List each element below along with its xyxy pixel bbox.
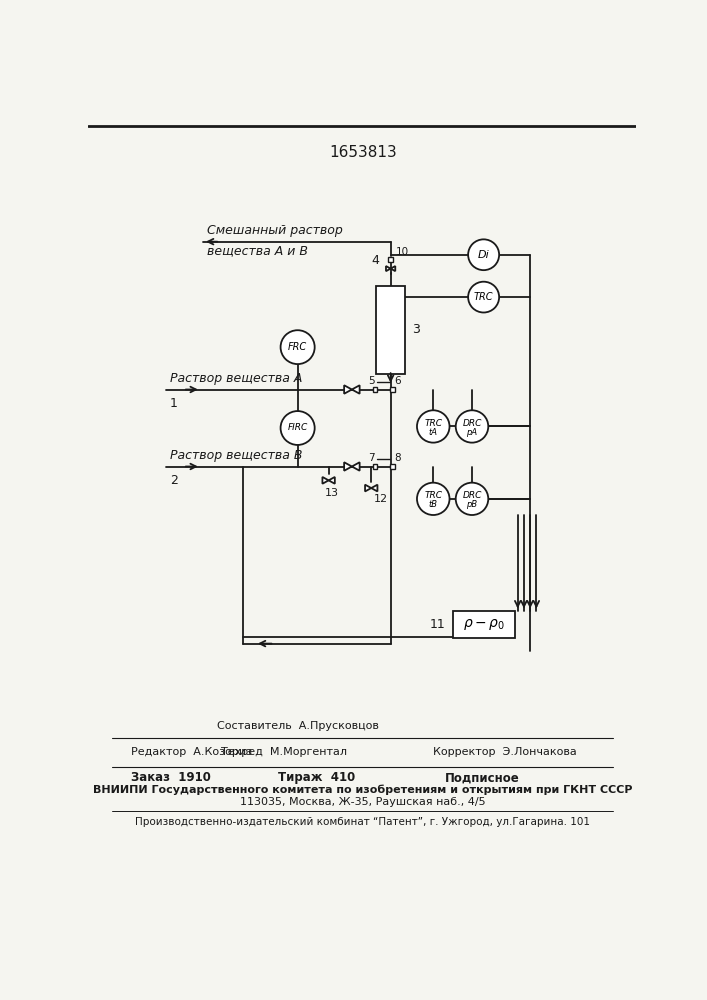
Text: Составитель  А.Прусковцов: Составитель А.Прусковцов xyxy=(216,721,378,731)
Text: 4: 4 xyxy=(371,254,379,267)
Text: Раствор вещества B: Раствор вещества B xyxy=(170,449,303,462)
Text: Производственно-издательский комбинат “Патент”, г. Ужгород, ул.Гагарина. 101: Производственно-издательский комбинат “П… xyxy=(135,817,590,827)
Text: Тираж  410: Тираж 410 xyxy=(279,771,356,784)
Circle shape xyxy=(417,483,450,515)
Polygon shape xyxy=(386,266,391,271)
Circle shape xyxy=(456,483,489,515)
Text: Di: Di xyxy=(478,250,489,260)
Text: Заказ  1910: Заказ 1910 xyxy=(131,771,211,784)
Text: 8: 8 xyxy=(395,453,401,463)
Text: $\rho - \rho_0$: $\rho - \rho_0$ xyxy=(462,617,505,632)
Circle shape xyxy=(281,411,315,445)
Text: 5: 5 xyxy=(368,376,375,386)
Circle shape xyxy=(456,410,489,443)
Bar xyxy=(452,611,515,638)
Text: 13: 13 xyxy=(325,488,339,498)
Text: 6: 6 xyxy=(395,376,401,386)
Polygon shape xyxy=(322,477,329,484)
Text: 2: 2 xyxy=(170,474,177,487)
Polygon shape xyxy=(329,477,335,484)
Text: pA: pA xyxy=(467,428,477,437)
Bar xyxy=(373,464,378,469)
Text: 12: 12 xyxy=(373,494,387,504)
Text: Подписное: Подписное xyxy=(445,771,520,784)
Circle shape xyxy=(468,239,499,270)
Text: FRC: FRC xyxy=(288,342,307,352)
Polygon shape xyxy=(365,485,371,491)
Text: TRC: TRC xyxy=(474,292,493,302)
Circle shape xyxy=(281,330,315,364)
Polygon shape xyxy=(344,462,352,471)
Text: TRC: TRC xyxy=(424,491,443,500)
Text: tA: tA xyxy=(428,428,438,437)
Bar xyxy=(373,387,378,392)
Text: Раствор вещества A: Раствор вещества A xyxy=(170,372,302,385)
Text: Смешанный раствор: Смешанный раствор xyxy=(207,224,343,237)
Circle shape xyxy=(468,282,499,312)
Text: 1653813: 1653813 xyxy=(329,145,397,160)
Text: Техред  М.Моргентал: Техред М.Моргентал xyxy=(221,747,347,757)
Bar xyxy=(388,257,393,262)
Polygon shape xyxy=(344,385,352,394)
Text: Редактор  А.Козориз: Редактор А.Козориз xyxy=(131,747,252,757)
Text: DRC: DRC xyxy=(462,491,481,500)
Polygon shape xyxy=(352,385,360,394)
Text: pB: pB xyxy=(467,500,477,509)
Text: ВНИИПИ Государственного комитета по изобретениям и открытиям при ГКНТ СССР: ВНИИПИ Государственного комитета по изоб… xyxy=(93,785,633,795)
Bar xyxy=(376,286,405,374)
Polygon shape xyxy=(391,266,395,271)
Circle shape xyxy=(417,410,450,443)
Text: Корректор  Э.Лончакова: Корректор Э.Лончакова xyxy=(433,747,577,757)
Text: 11: 11 xyxy=(429,618,445,631)
Text: FIRC: FIRC xyxy=(288,424,308,432)
Text: 3: 3 xyxy=(412,323,420,336)
Text: вещества А и В: вещества А и В xyxy=(207,244,308,257)
Text: DRC: DRC xyxy=(462,419,481,428)
Text: 7: 7 xyxy=(368,453,375,463)
Bar xyxy=(390,387,395,392)
Text: 10: 10 xyxy=(396,247,409,257)
Polygon shape xyxy=(371,485,378,491)
Polygon shape xyxy=(352,462,360,471)
Bar xyxy=(390,464,395,469)
Text: TRC: TRC xyxy=(424,419,443,428)
Text: 113035, Москва, Ж-35, Раушская наб., 4/5: 113035, Москва, Ж-35, Раушская наб., 4/5 xyxy=(240,797,486,807)
Text: tB: tB xyxy=(428,500,438,509)
Text: 1: 1 xyxy=(170,397,177,410)
